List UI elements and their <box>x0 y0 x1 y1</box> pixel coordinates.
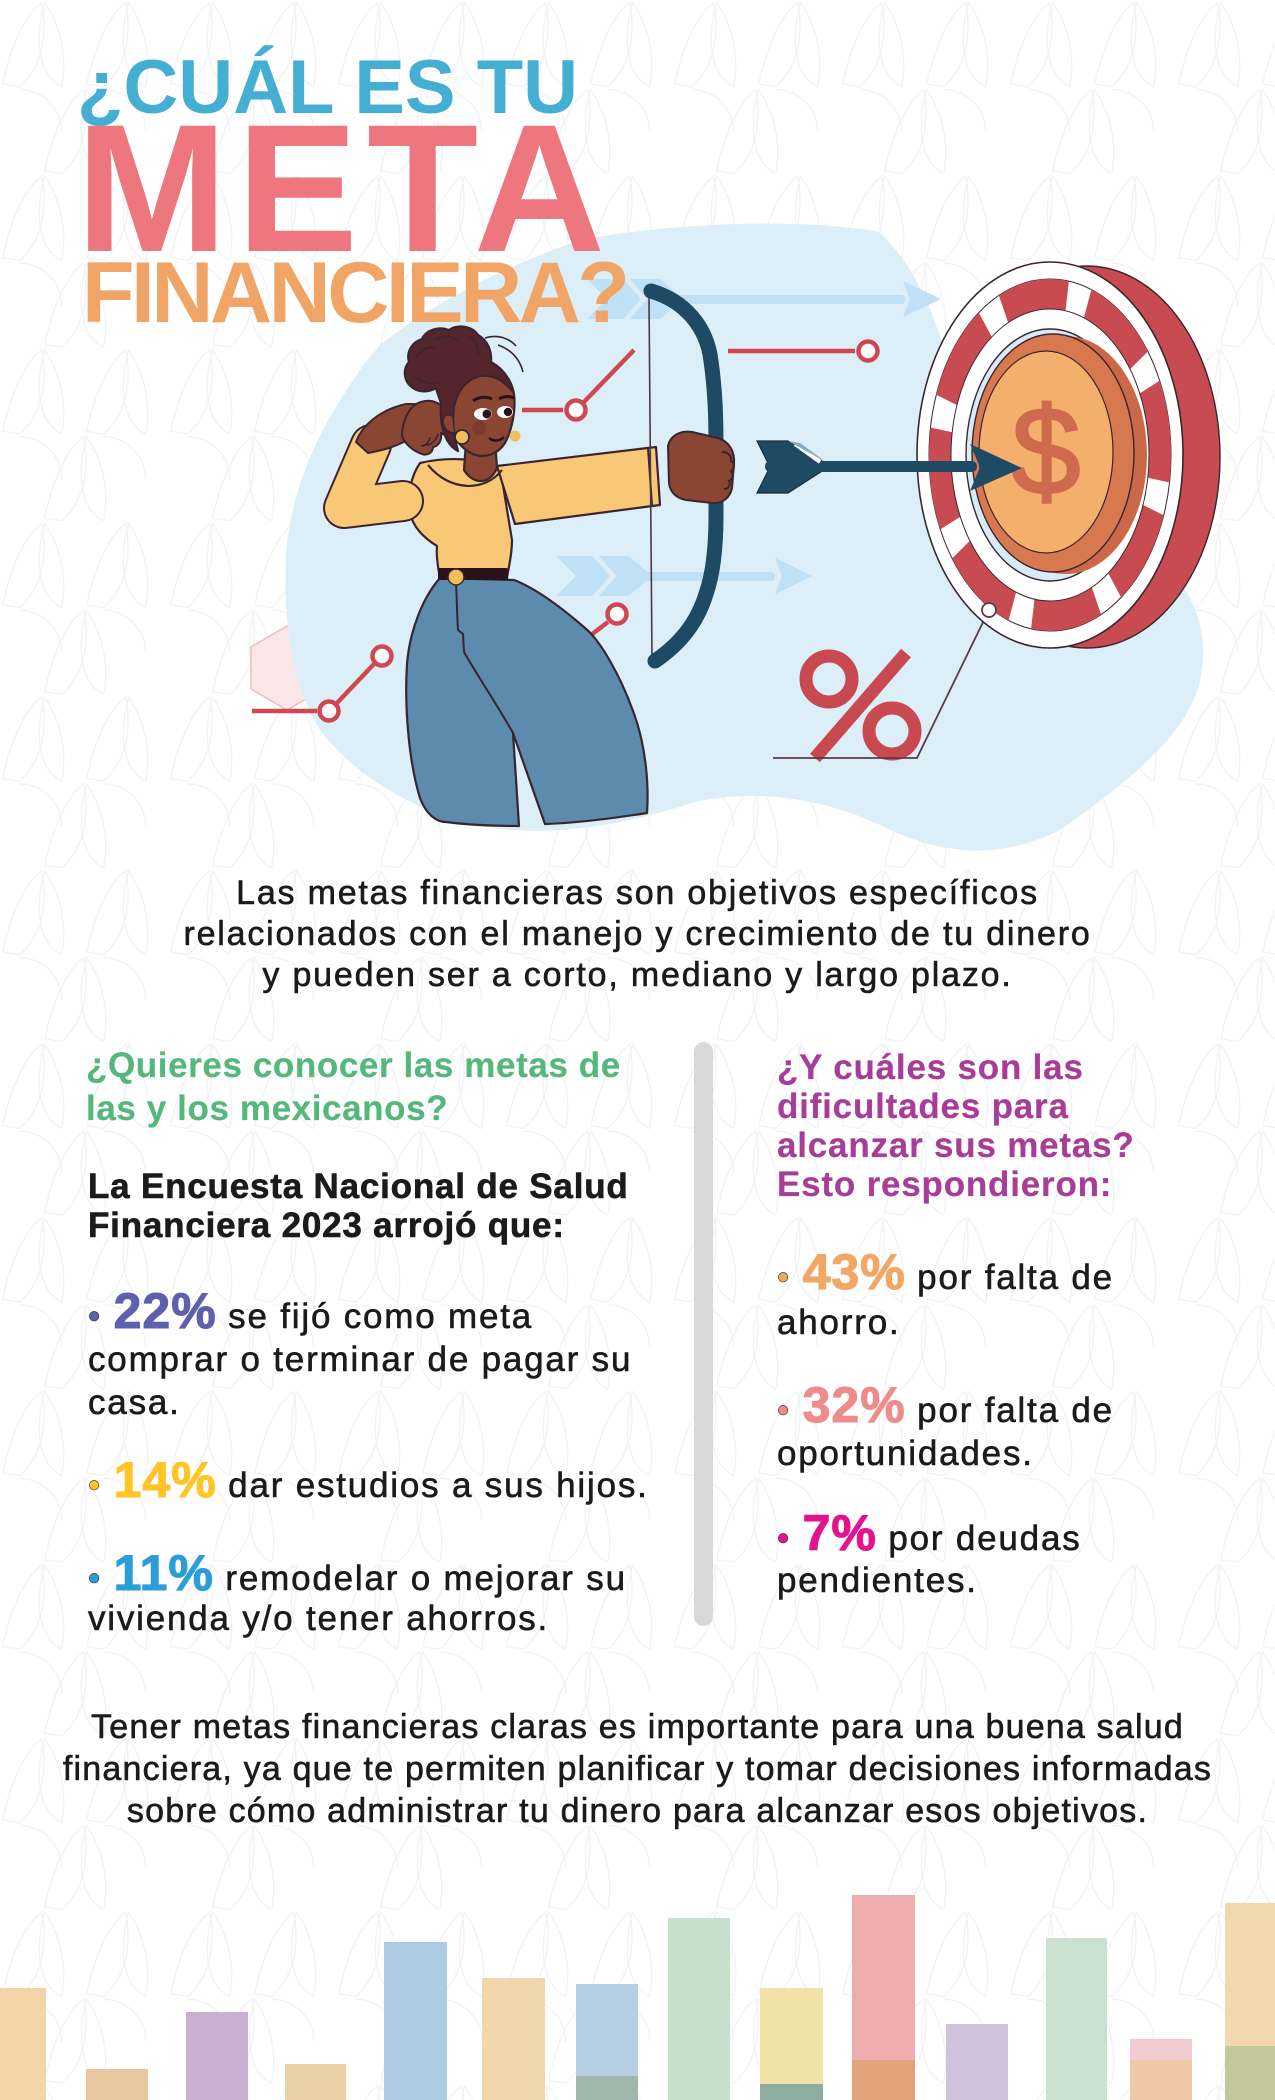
svg-text:$: $ <box>1012 383 1081 521</box>
